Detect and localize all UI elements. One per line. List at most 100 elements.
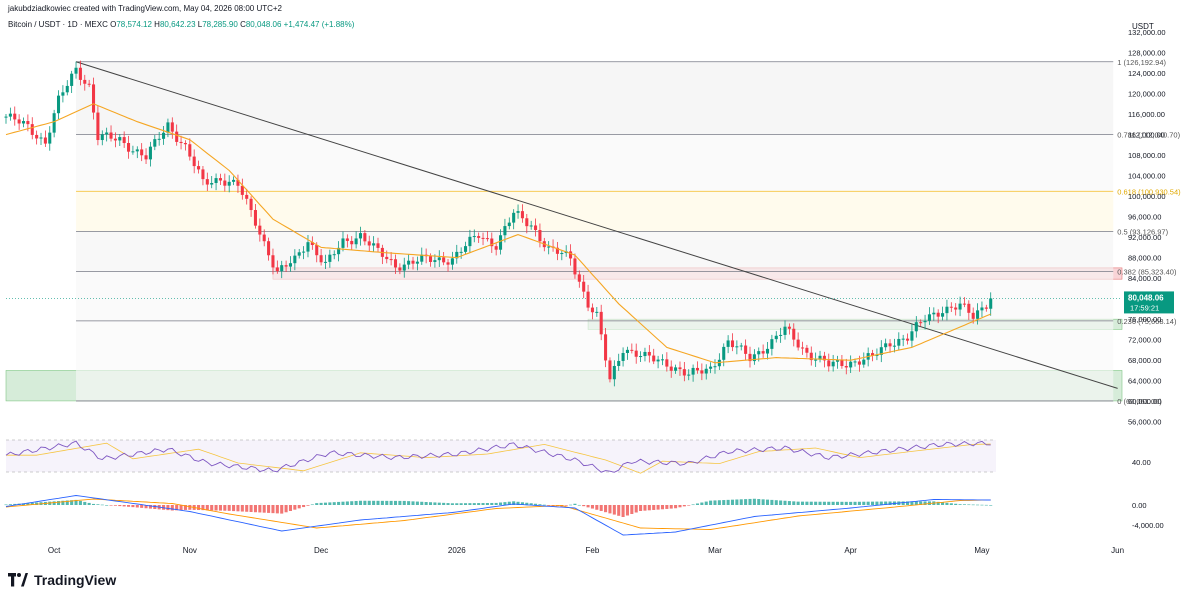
candle-body (223, 180, 227, 186)
macd-histogram-bar (179, 505, 183, 511)
candle-body (389, 259, 393, 261)
candle-body (875, 354, 879, 356)
macd-histogram-bar (792, 501, 796, 505)
candle-body (717, 359, 721, 367)
candle-body (280, 265, 284, 272)
macd-histogram-bar (783, 500, 787, 505)
macd-histogram-bar (612, 505, 616, 515)
candle-body (407, 260, 411, 265)
candle-body (306, 242, 310, 252)
candle-body (275, 267, 279, 272)
candle-body (122, 137, 126, 144)
macd-histogram-bar (52, 501, 56, 505)
candle-body (757, 351, 761, 355)
last-price-label: 80,048.06 (1128, 293, 1164, 302)
macd-histogram-bar (485, 503, 489, 505)
macd-pane: 0.00 -4,000.00 (4, 495, 1164, 536)
chart-svg[interactable]: 1 (126,192.94) 0.786 (112,040.70) 0.618 (1… (0, 0, 1182, 560)
macd-histogram-bar (967, 504, 971, 506)
macd-histogram-bar (402, 500, 406, 505)
candle-body (608, 360, 612, 380)
candle-body (78, 67, 82, 80)
candle-body (450, 258, 454, 265)
candle-body (525, 218, 529, 227)
candle-body (420, 254, 424, 262)
macd-histogram-bar (901, 501, 905, 505)
fib-label-0.618: 0.618 (100,930.54) (1117, 187, 1181, 196)
macd-histogram-bar (818, 501, 822, 505)
macd-histogram-bar (499, 502, 503, 505)
price-tick-label: 108,000.00 (1128, 151, 1166, 160)
candle-body (853, 361, 857, 363)
macd-histogram-bar (380, 500, 384, 505)
candle-body (857, 361, 861, 365)
rsi-ma-line (6, 442, 991, 474)
tradingview-wordmark: TradingView (34, 572, 117, 588)
macd-histogram-bar (258, 505, 262, 513)
macd-histogram-bar (704, 501, 708, 505)
candle-body (188, 144, 192, 157)
macd-histogram-bar (573, 503, 577, 505)
macd-histogram-bar (871, 501, 875, 505)
candle-body (113, 138, 117, 141)
price-tick-label: 96,000.00 (1128, 213, 1161, 222)
macd-histogram-bar (906, 501, 910, 505)
candle-body (363, 233, 367, 242)
tradingview-logo-icon (8, 573, 28, 587)
macd-histogram-bar (214, 505, 218, 511)
macd-histogram-bar (989, 505, 993, 506)
currency-label[interactable]: USDT (1132, 22, 1154, 31)
candle-body (354, 238, 358, 245)
fib-label-1: 1 (126,192.94) (1117, 58, 1166, 67)
macd-histogram-bar (275, 505, 279, 514)
candle-body (402, 264, 406, 271)
macd-histogram-bar (796, 501, 800, 505)
macd-histogram-bar (315, 503, 319, 505)
macd-histogram-bar (630, 505, 634, 514)
macd-histogram-bar (490, 502, 494, 505)
candle-body (884, 343, 888, 348)
candle-body (144, 155, 148, 160)
candle-body (175, 131, 179, 142)
macd-histogram-bar (8, 504, 12, 505)
candle-body (118, 137, 122, 141)
macd-histogram-bar (757, 499, 761, 505)
time-axis[interactable]: Oct Nov Dec 2026 Feb Mar Apr May Jun (48, 546, 1124, 555)
time-tick-label: Feb (586, 546, 600, 555)
candle-body (962, 303, 966, 305)
price-tick-label: 56,000.00 (1128, 418, 1161, 427)
macd-histogram-bar (30, 502, 34, 505)
candle-body (52, 113, 56, 133)
candle-body (153, 139, 157, 147)
macd-histogram-bar (433, 502, 437, 505)
candle-body (232, 179, 236, 182)
macd-histogram-bar (442, 502, 446, 505)
candle-body (74, 67, 78, 74)
macd-histogram-bar (604, 505, 608, 513)
candle-body (135, 149, 139, 152)
price-axis[interactable]: 56,000.00 60,000.00 64,000.00 68,000.00 72,0… (1124, 28, 1174, 427)
candle-body (131, 151, 135, 153)
candle-body (262, 234, 266, 242)
macd-histogram-bar (26, 503, 30, 505)
macd-histogram-bar (415, 501, 419, 505)
price-tick-label: 60,000.00 (1128, 397, 1161, 406)
macd-histogram-bar (888, 501, 892, 505)
macd-histogram-bar (923, 501, 927, 505)
macd-histogram-bar (595, 505, 599, 510)
macd-histogram-bar (481, 503, 485, 505)
candle-body (398, 267, 402, 271)
tradingview-brand[interactable]: TradingView (8, 572, 116, 588)
candle-body (800, 347, 805, 349)
macd-histogram-bar (884, 501, 888, 505)
candle-body (630, 349, 634, 351)
macd-histogram-bar (976, 504, 980, 506)
macd-histogram-bar (100, 504, 104, 506)
symbol-name[interactable]: Bitcoin / USDT · 1D · MEXC (8, 20, 108, 29)
candle-body (157, 138, 161, 140)
candle-body (17, 119, 21, 124)
candle-body (463, 246, 468, 252)
macd-histogram-bar (74, 499, 78, 505)
time-tick-label: Dec (314, 546, 328, 555)
price-tick-label: 84,000.00 (1128, 274, 1161, 283)
